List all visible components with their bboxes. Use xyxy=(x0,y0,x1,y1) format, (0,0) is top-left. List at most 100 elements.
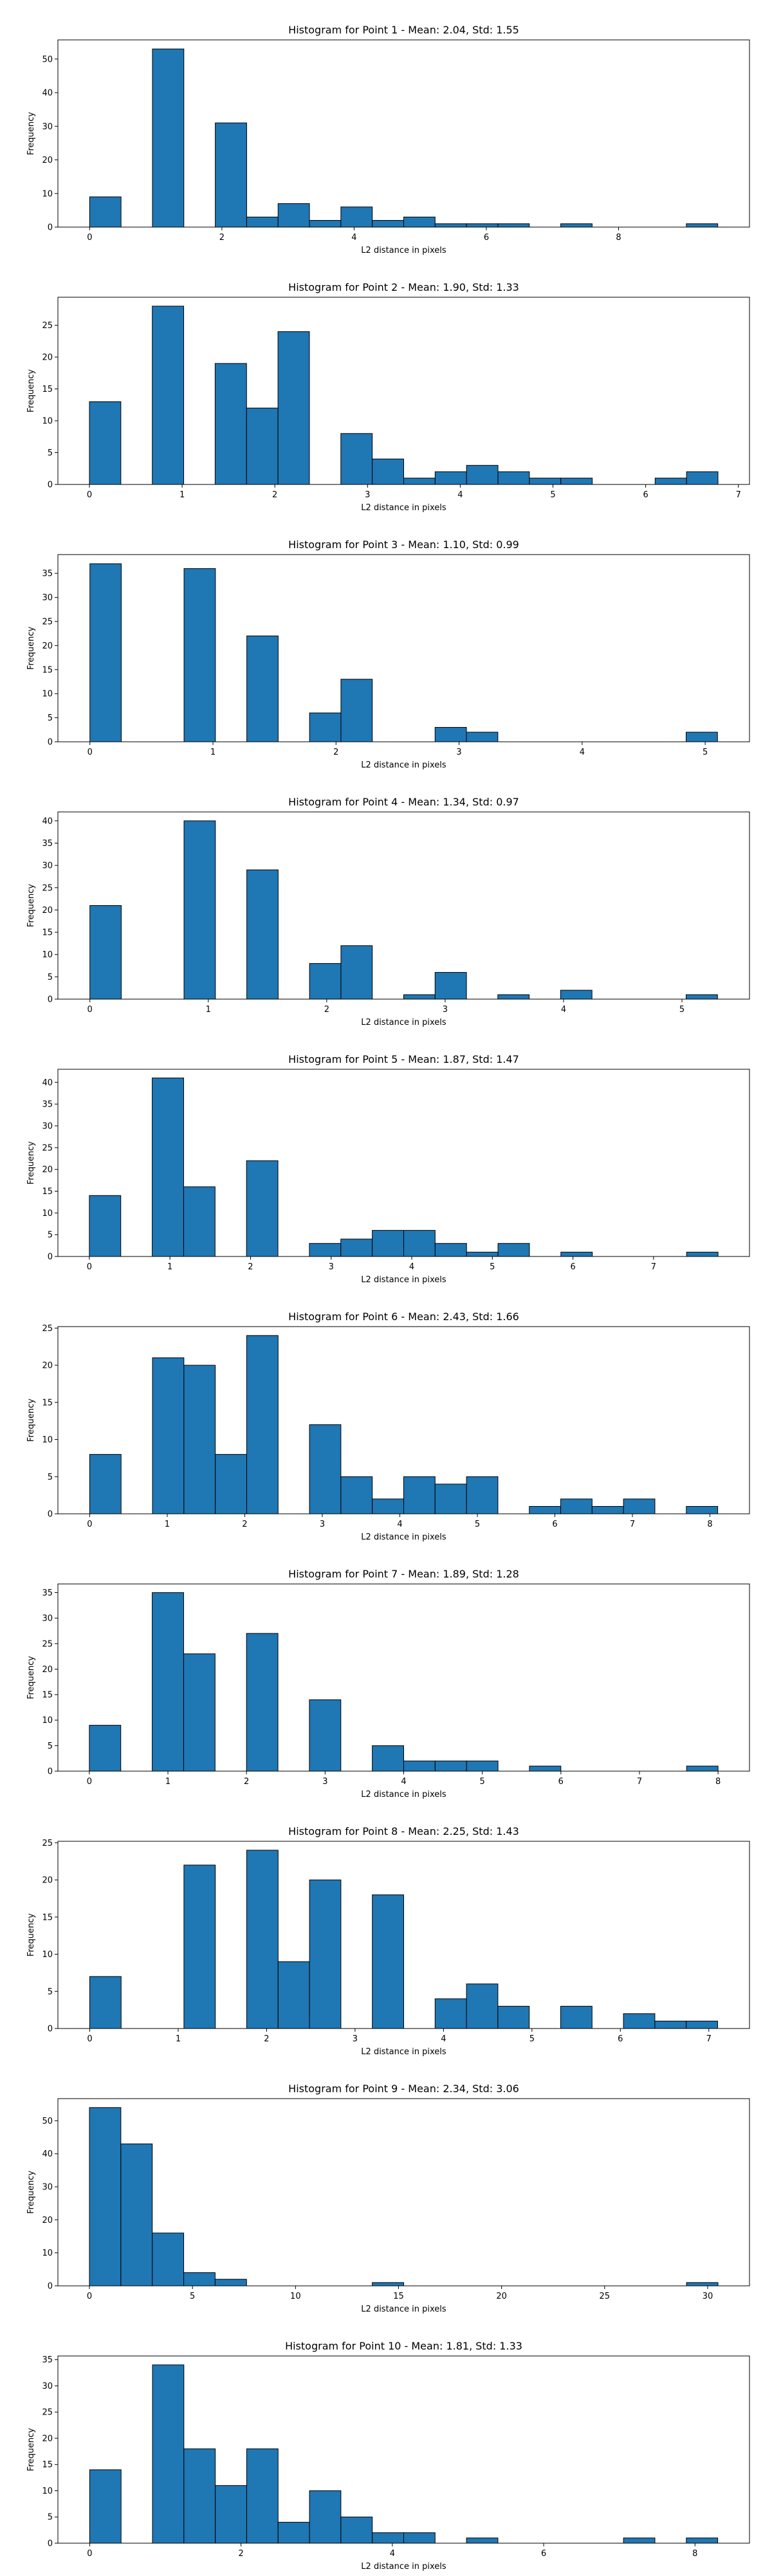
bars xyxy=(89,1592,719,1772)
histogram-bar xyxy=(466,1476,499,1514)
x-axis-label: L2 distance in pixels xyxy=(361,760,446,770)
histogram-bar xyxy=(686,994,718,1000)
histogram-bar xyxy=(214,363,247,485)
x-tick-label: 3 xyxy=(320,1520,325,1529)
y-tick-label: 0 xyxy=(48,995,53,1005)
histogram-bar xyxy=(89,1976,122,2029)
y-tick-label: 35 xyxy=(42,2355,53,2365)
x-tick-label: 4 xyxy=(580,748,585,757)
y-tick-label: 10 xyxy=(42,690,53,699)
histogram-bar xyxy=(309,1243,342,1257)
x-tick-label: 6 xyxy=(558,1777,564,1787)
x-tick-label: 6 xyxy=(643,490,648,500)
x-tick-label: 3 xyxy=(322,1777,327,1787)
x-tick-label: 4 xyxy=(457,490,463,500)
x-tick-label: 0 xyxy=(87,748,93,757)
histogram-bar xyxy=(497,2005,530,2029)
x-tick-label: 2 xyxy=(324,1005,329,1015)
x-tick-label: 0 xyxy=(87,1520,92,1529)
y-tick-label: 0 xyxy=(48,2539,53,2549)
x-tick-label: 3 xyxy=(443,1005,448,1015)
histogram-bar xyxy=(372,1745,404,1772)
x-tick-label: 4 xyxy=(409,1262,414,1272)
x-tick-label: 5 xyxy=(480,1777,485,1787)
y-tick-label: 5 xyxy=(48,713,53,723)
y-tick-label: 0 xyxy=(48,1767,53,1777)
y-tick-label: 30 xyxy=(42,1121,53,1131)
x-tick-label: 10 xyxy=(290,2292,301,2301)
histogram-bar xyxy=(560,1498,593,1514)
x-tick-label: 8 xyxy=(715,1777,721,1787)
y-tick-label: 5 xyxy=(48,973,53,982)
histogram-bar xyxy=(623,1498,656,1514)
histogram-bar xyxy=(686,223,719,228)
y-tick-label: 20 xyxy=(42,1876,53,1886)
histogram-bar xyxy=(466,223,499,228)
y-tick-label: 10 xyxy=(42,1435,53,1445)
histogram-bar xyxy=(560,477,593,485)
y-tick-label: 30 xyxy=(42,2183,53,2193)
y-tick-label: 30 xyxy=(42,122,53,132)
x-tick-label: 4 xyxy=(390,2549,395,2559)
histogram-bar xyxy=(560,1251,593,1257)
x-axis-label: L2 distance in pixels xyxy=(361,1275,446,1285)
x-tick-label: 30 xyxy=(703,2292,713,2301)
y-axis-label: Frequency xyxy=(26,369,36,412)
y-tick-label: 25 xyxy=(42,617,53,627)
x-tick-label: 1 xyxy=(179,490,185,500)
x-tick-label: 2 xyxy=(264,2034,269,2044)
x-tick-label: 2 xyxy=(242,1520,247,1529)
histogram-bar xyxy=(309,220,342,228)
histogram-bar xyxy=(246,216,279,228)
histogram-bar xyxy=(89,401,122,485)
histogram-bar xyxy=(340,945,373,1000)
x-tick-label: 6 xyxy=(484,233,489,243)
histogram-bar xyxy=(340,2516,373,2544)
histogram-bar xyxy=(466,1760,499,1772)
y-tick-label: 5 xyxy=(48,1231,53,1240)
histogram-bar xyxy=(277,1961,310,2029)
y-tick-label: 25 xyxy=(42,2408,53,2418)
histogram-bar xyxy=(309,2490,342,2544)
y-tick-label: 15 xyxy=(42,1398,53,1408)
x-tick-label: 15 xyxy=(393,2292,404,2301)
histogram-bar xyxy=(309,1879,342,2029)
plot-frame xyxy=(57,1841,750,2029)
x-tick-label: 3 xyxy=(365,490,370,500)
y-tick-label: 20 xyxy=(42,2434,53,2443)
y-tick-label: 15 xyxy=(42,2460,53,2470)
x-tick-label: 5 xyxy=(703,748,708,757)
x-tick-label: 7 xyxy=(637,1777,642,1787)
histogram-bar xyxy=(152,1592,184,1772)
y-tick-label: 5 xyxy=(48,2513,53,2523)
histogram-bar xyxy=(89,1195,122,1257)
histogram-bar xyxy=(372,220,405,228)
x-tick-label: 8 xyxy=(692,2549,697,2559)
histogram-bar xyxy=(183,2272,216,2286)
x-tick-label: 1 xyxy=(167,1262,172,1272)
y-tick-label: 20 xyxy=(42,2216,53,2225)
histogram-bar xyxy=(309,963,342,1000)
histogram-bar xyxy=(591,1505,624,1514)
y-tick-label: 0 xyxy=(48,1510,53,1520)
y-tick-label: 15 xyxy=(42,665,53,675)
histogram-panel-1: Histogram for Point 1 - Mean: 2.04, Std:… xyxy=(26,24,750,255)
x-tick-label: 4 xyxy=(441,2034,446,2044)
histogram-bar xyxy=(152,2232,185,2286)
histogram-bar xyxy=(246,407,279,485)
y-axis-label: Frequency xyxy=(26,2171,36,2214)
x-tick-label: 0 xyxy=(87,233,92,243)
histogram-bar xyxy=(246,2448,279,2544)
x-tick-label: 4 xyxy=(397,1520,402,1529)
y-tick-label: 25 xyxy=(42,321,53,331)
histogram-panel-10: Histogram for Point 10 - Mean: 1.81, Std… xyxy=(26,2340,750,2571)
histogram-bar xyxy=(466,2537,499,2544)
chart-title: Histogram for Point 6 - Mean: 2.43, Std:… xyxy=(288,1311,519,1323)
histogram-bar xyxy=(623,2537,656,2544)
histogram-bar xyxy=(623,2013,656,2029)
histogram-bar xyxy=(246,869,279,1000)
histogram-panel-9: Histogram for Point 9 - Mean: 2.34, Std:… xyxy=(26,2083,750,2314)
histogram-panel-4: Histogram for Point 4 - Mean: 1.34, Std:… xyxy=(26,796,750,1027)
